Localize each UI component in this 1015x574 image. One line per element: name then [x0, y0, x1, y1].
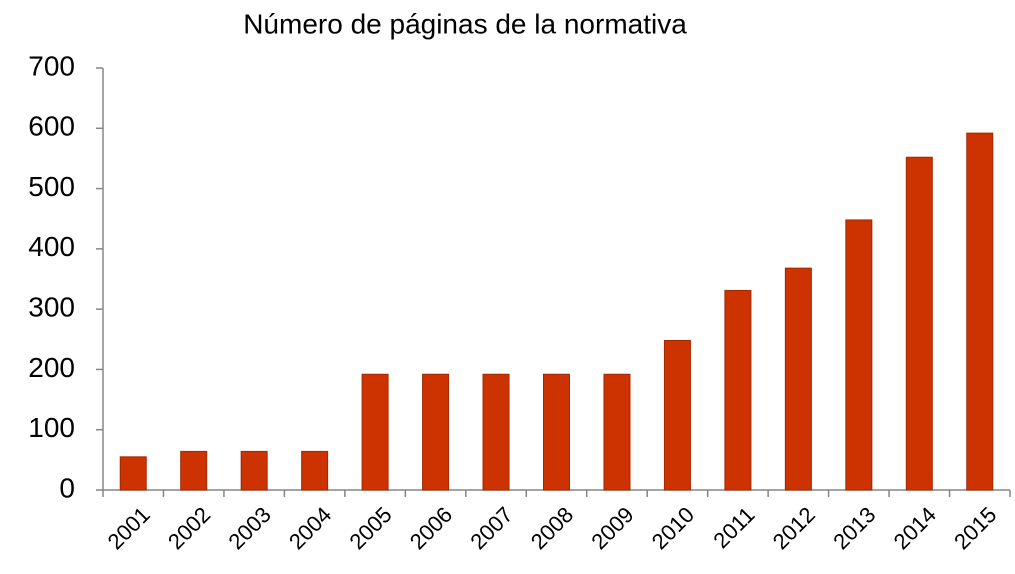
bar — [119, 456, 147, 491]
y-tick-label: 200 — [28, 352, 75, 383]
x-tick-label: 2014 — [889, 502, 941, 554]
x-tick-label: 2008 — [526, 502, 578, 554]
bar — [301, 450, 329, 491]
x-tick-label: 2005 — [344, 502, 396, 554]
x-tick-label: 2004 — [284, 502, 336, 554]
x-tick-label: 2003 — [224, 502, 276, 554]
x-tick-label: 2011 — [708, 502, 759, 553]
bar — [724, 289, 752, 491]
y-tick-label: 500 — [28, 171, 75, 202]
bar — [905, 156, 933, 491]
bar — [240, 450, 268, 491]
bar — [482, 373, 510, 491]
y-tick-label: 400 — [28, 231, 75, 262]
y-tick-label: 300 — [28, 292, 75, 323]
x-tick-label: 2009 — [586, 502, 638, 554]
bar — [603, 373, 631, 491]
bar — [361, 373, 389, 491]
x-tick-label: 2013 — [828, 502, 880, 554]
bar — [180, 450, 208, 491]
bar — [784, 267, 812, 491]
y-tick-label: 700 — [28, 50, 75, 81]
chart-title: Número de páginas de la normativa — [243, 8, 687, 39]
x-tick-label: 2015 — [949, 502, 1001, 554]
bar — [845, 219, 873, 491]
y-tick-label: 600 — [28, 111, 75, 142]
x-tick-label: 2002 — [163, 502, 215, 554]
x-tick-label: 2012 — [768, 502, 820, 554]
x-tick-label: 2006 — [405, 502, 457, 554]
x-tick-label: 2010 — [647, 502, 699, 554]
x-tick-label: 2007 — [465, 502, 517, 554]
y-tick-label: 100 — [28, 412, 75, 443]
bar — [543, 373, 570, 491]
bar — [422, 373, 450, 491]
bar — [966, 132, 994, 491]
y-tick-label: 0 — [59, 472, 75, 503]
bar — [663, 339, 691, 491]
x-tick-label: 2001 — [103, 502, 155, 554]
